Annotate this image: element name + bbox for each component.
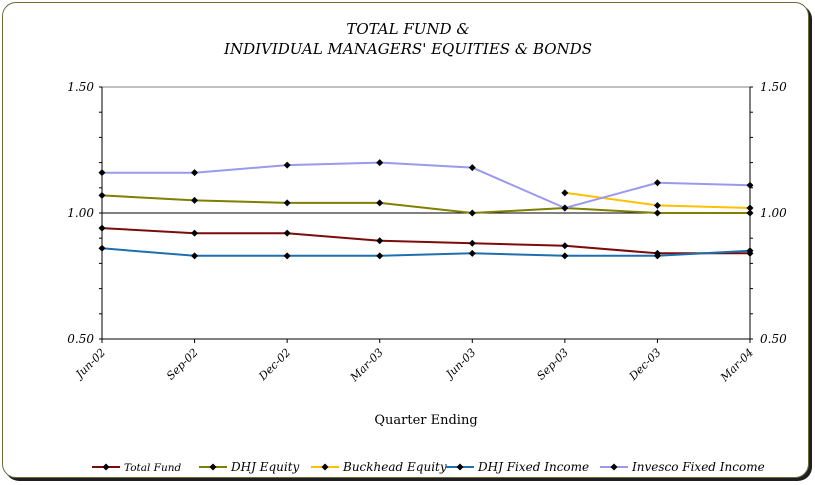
series-layer [98, 159, 754, 260]
data-point [468, 239, 476, 247]
data-point [283, 229, 291, 237]
legend-label: Invesco Fixed Income [631, 460, 765, 474]
series-line [101, 227, 750, 255]
data-point [283, 199, 291, 207]
legend-label: Total Fund [124, 462, 181, 474]
data-point [376, 159, 384, 167]
y-tick-label-left: 1.50 [67, 80, 94, 94]
y-tick-label-right: 0.50 [760, 332, 787, 346]
data-point [98, 244, 106, 252]
data-point [98, 191, 106, 199]
data-point [746, 204, 754, 212]
legend: Total Fund DHJ Equity Buckhead Equity DHJ F… [92, 460, 765, 474]
x-tick-label: Dec-03 [626, 346, 664, 384]
legend-marker [102, 463, 110, 471]
data-point [468, 209, 476, 217]
x-tick-label: Dec-02 [256, 346, 294, 384]
data-point [746, 247, 754, 255]
data-point [653, 252, 661, 260]
series-dhj-equity [98, 191, 754, 217]
legend-marker [321, 463, 329, 471]
legend-marker [209, 463, 217, 471]
legend-item-total-fund: Total Fund [92, 462, 181, 474]
data-point [376, 237, 384, 245]
legend-label: Buckhead Equity [342, 460, 447, 474]
series-total-fund [98, 224, 754, 257]
data-point [653, 201, 661, 209]
legend-item-dhj-fixed-income: DHJ Fixed Income [446, 460, 589, 474]
data-point [653, 209, 661, 217]
legend-item-buckhead-equity: Buckhead Equity [311, 460, 447, 474]
x-tick-label: Sep-02 [164, 346, 201, 383]
data-point [283, 161, 291, 169]
data-point [468, 249, 476, 257]
data-point [283, 252, 291, 260]
series-line [102, 161, 751, 210]
series-line [101, 247, 751, 257]
data-point [98, 224, 106, 232]
series-buckhead-equity [561, 189, 754, 212]
y-tick-label-left: 0.50 [67, 332, 94, 346]
legend-marker [456, 463, 464, 471]
legend-item-invesco-fixed-income: Invesco Fixed Income [600, 460, 765, 474]
chart-frame [2, 2, 809, 478]
data-point [561, 242, 569, 250]
x-tick-label: Jun-02 [72, 346, 108, 382]
x-tick-label: Jun-03 [442, 346, 478, 382]
data-point [191, 229, 199, 237]
data-point [191, 252, 199, 260]
chart-title-line-1: TOTAL FUND & [346, 20, 469, 38]
y-tick-label-right: 1.00 [760, 206, 787, 220]
series-line [101, 194, 750, 215]
data-point [191, 196, 199, 204]
legend-marker [610, 463, 618, 471]
data-point [98, 169, 106, 177]
data-point [191, 169, 199, 177]
legend-label: DHJ Equity [230, 460, 300, 474]
x-tick-labels: Jun-02 Sep-02 Dec-02 Mar-03 Jun-03 Sep-03 Dec-… [72, 346, 756, 385]
legend-item-dhj-equity: DHJ Equity [199, 460, 300, 474]
data-point [561, 252, 569, 260]
series-dhj-fixed-income [98, 244, 754, 260]
data-point [746, 209, 754, 217]
x-tick-label: Mar-03 [347, 346, 386, 385]
series-invesco-fixed-income [98, 159, 754, 212]
x-axis-label: Quarter Ending [374, 413, 477, 428]
data-point [561, 204, 569, 212]
x-tick-label: Mar-04 [717, 346, 756, 385]
y-tick-label-left: 1.00 [67, 206, 94, 220]
legend-label: DHJ Fixed Income [477, 460, 589, 474]
data-point [561, 189, 569, 197]
data-point [376, 199, 384, 207]
data-point [376, 252, 384, 260]
data-point [653, 179, 661, 187]
data-point [468, 164, 476, 172]
data-point [746, 181, 754, 189]
y-tick-label-right: 1.50 [760, 80, 787, 94]
x-tick-label: Sep-03 [534, 346, 571, 383]
chart-title-line-2: INDIVIDUAL MANAGERS' EQUITIES & BONDS [223, 40, 592, 58]
